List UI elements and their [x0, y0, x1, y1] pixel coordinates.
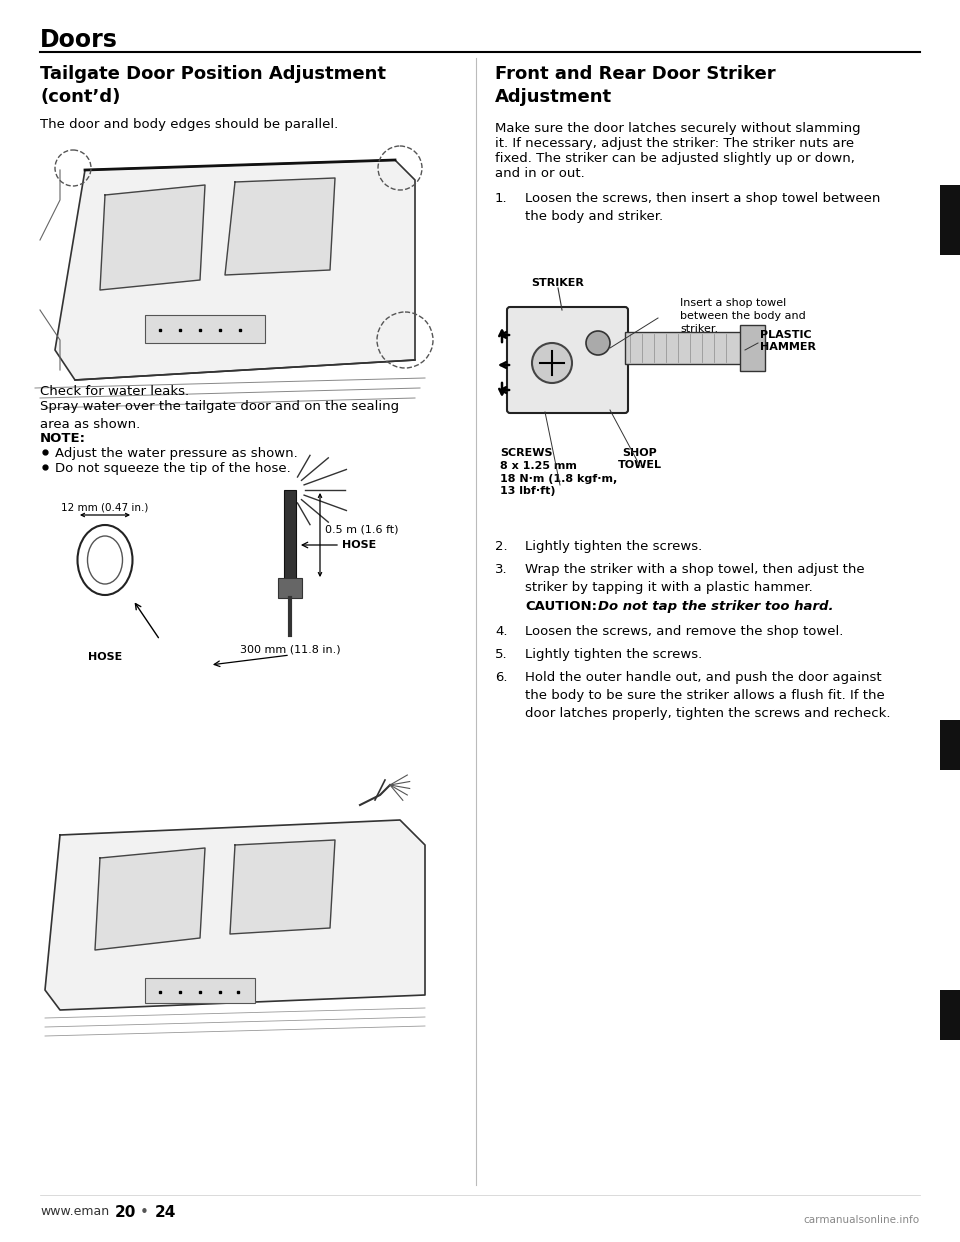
Text: and in or out.: and in or out. — [495, 166, 585, 180]
Text: The door and body edges should be parallel.: The door and body edges should be parall… — [40, 118, 338, 130]
Polygon shape — [100, 185, 205, 289]
Text: 5.: 5. — [495, 648, 508, 661]
Text: Adjust the water pressure as shown.: Adjust the water pressure as shown. — [55, 447, 298, 460]
Text: 1.: 1. — [495, 193, 508, 205]
Text: Lightly tighten the screws.: Lightly tighten the screws. — [525, 540, 703, 553]
Bar — [145, 315, 265, 343]
Text: Do not squeeze the tip of the hose.: Do not squeeze the tip of the hose. — [55, 462, 291, 474]
Bar — [284, 491, 296, 580]
Text: HOSE: HOSE — [342, 540, 376, 550]
Text: 2.: 2. — [495, 540, 508, 553]
Text: it. If necessary, adjust the striker: The striker nuts are: it. If necessary, adjust the striker: Th… — [495, 137, 854, 150]
Text: www.eman: www.eman — [40, 1205, 109, 1218]
Text: 0.5 m (1.6 ft): 0.5 m (1.6 ft) — [325, 525, 398, 535]
Text: 20: 20 — [115, 1205, 136, 1220]
Text: 12 mm (0.47 in.): 12 mm (0.47 in.) — [61, 502, 149, 512]
Polygon shape — [95, 848, 205, 950]
Text: Lightly tighten the screws.: Lightly tighten the screws. — [525, 648, 703, 661]
Text: HOSE: HOSE — [88, 652, 122, 662]
Bar — [278, 578, 302, 597]
Text: CAUTION:: CAUTION: — [525, 600, 597, 614]
Text: Adjustment: Adjustment — [495, 88, 612, 106]
Bar — [940, 990, 960, 1040]
Text: SHOP
TOWEL: SHOP TOWEL — [618, 448, 662, 471]
Text: NOTE:: NOTE: — [40, 432, 86, 445]
Text: Loosen the screws, and remove the shop towel.: Loosen the screws, and remove the shop t… — [525, 625, 844, 638]
Text: 3.: 3. — [495, 563, 508, 576]
Text: 6.: 6. — [495, 671, 508, 684]
Bar — [625, 332, 745, 364]
Circle shape — [586, 332, 610, 355]
Bar — [740, 325, 765, 371]
Polygon shape — [225, 178, 335, 274]
Text: 4.: 4. — [495, 625, 508, 638]
Bar — [940, 720, 960, 770]
Text: Doors: Doors — [40, 29, 118, 52]
Polygon shape — [55, 160, 415, 380]
Text: fixed. The striker can be adjusted slightly up or down,: fixed. The striker can be adjusted sligh… — [495, 152, 854, 165]
Circle shape — [532, 343, 572, 383]
Bar — [940, 185, 960, 255]
Bar — [145, 977, 255, 1004]
Polygon shape — [45, 820, 425, 1010]
Text: Do not tap the striker too hard.: Do not tap the striker too hard. — [598, 600, 833, 614]
Text: Tailgate Door Position Adjustment: Tailgate Door Position Adjustment — [40, 65, 386, 83]
Text: carmanualsonline.info: carmanualsonline.info — [804, 1215, 920, 1225]
Text: •: • — [140, 1205, 149, 1220]
Text: Insert a shop towel
between the body and
striker.: Insert a shop towel between the body and… — [680, 298, 805, 334]
Text: Check for water leaks.: Check for water leaks. — [40, 385, 189, 397]
Text: Wrap the striker with a shop towel, then adjust the
striker by tapping it with a: Wrap the striker with a shop towel, then… — [525, 563, 865, 594]
Text: SCREWS
8 x 1.25 mm
18 N·m (1.8 kgf·m,
13 lbf·ft): SCREWS 8 x 1.25 mm 18 N·m (1.8 kgf·m, 13… — [500, 448, 617, 497]
Text: Front and Rear Door Striker: Front and Rear Door Striker — [495, 65, 776, 83]
Polygon shape — [230, 840, 335, 934]
Text: (cont’d): (cont’d) — [40, 88, 120, 106]
Text: Spray water over the tailgate door and on the sealing
area as shown.: Spray water over the tailgate door and o… — [40, 400, 399, 431]
FancyBboxPatch shape — [507, 307, 628, 414]
Text: 24: 24 — [155, 1205, 177, 1220]
Text: Make sure the door latches securely without slamming: Make sure the door latches securely with… — [495, 122, 860, 135]
Text: STRIKER: STRIKER — [532, 278, 585, 288]
Text: Loosen the screws, then insert a shop towel between
the body and striker.: Loosen the screws, then insert a shop to… — [525, 193, 880, 224]
Text: PLASTIC
HAMMER: PLASTIC HAMMER — [760, 330, 816, 353]
Text: 300 mm (11.8 in.): 300 mm (11.8 in.) — [240, 645, 340, 655]
Text: Hold the outer handle out, and push the door against
the body to be sure the str: Hold the outer handle out, and push the … — [525, 671, 891, 720]
